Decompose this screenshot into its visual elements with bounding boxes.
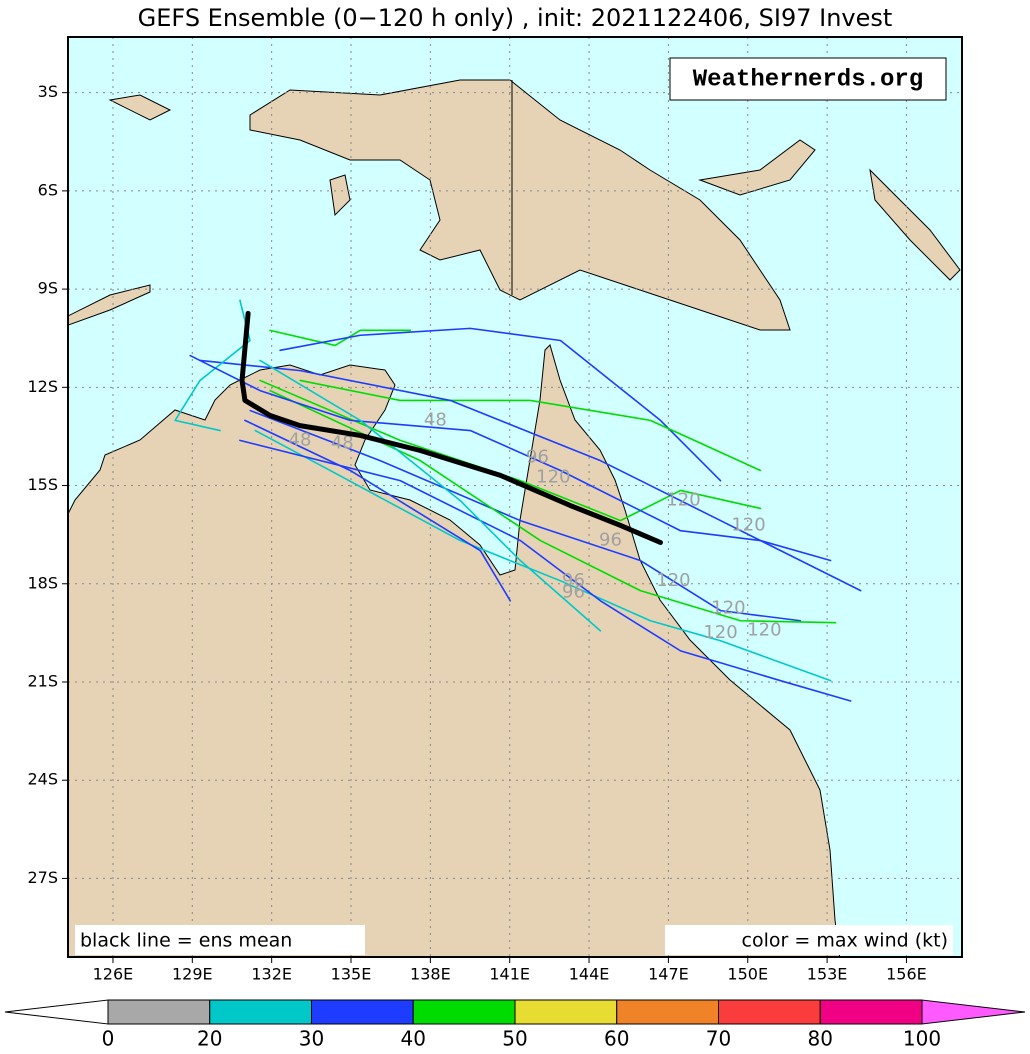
- lead-time-label: 120: [656, 570, 690, 591]
- australia: [68, 344, 841, 957]
- note-box: [665, 925, 953, 955]
- x-tick-label: 129E: [172, 965, 213, 984]
- note-left: black line = ens mean: [80, 930, 292, 952]
- lead-time-label: 96: [526, 446, 549, 467]
- x-tick-label: 132E: [251, 965, 292, 984]
- colorbar-label: 80: [808, 1027, 833, 1051]
- colorbar-label: 70: [706, 1027, 731, 1051]
- land: [68, 79, 961, 957]
- colorbar-label: 100: [903, 1027, 941, 1051]
- watermark: Weathernerds.org: [693, 66, 923, 93]
- colorbar-segment: [514, 999, 618, 1025]
- note-right: color = max wind (kt): [742, 930, 948, 952]
- island: [869, 168, 961, 281]
- new-guinea: [249, 79, 791, 331]
- lead-time-label: 120: [711, 598, 745, 619]
- colorbar-segment: [718, 999, 821, 1025]
- frame: [67, 36, 963, 958]
- y-tick-label: 21S: [27, 671, 58, 690]
- colorbar-under: [4, 999, 109, 1025]
- x-tick-label: 147E: [648, 965, 689, 984]
- ensemble-track: [279, 327, 722, 482]
- ensemble-track: [259, 359, 602, 632]
- lead-time-label: 120: [666, 490, 700, 511]
- ensemble-track: [299, 379, 762, 472]
- lead-time-label: 120: [703, 622, 737, 643]
- lead-time-label: 48: [424, 409, 447, 430]
- note-box: [75, 925, 365, 955]
- lead-time-label: 48: [289, 429, 312, 450]
- y-tick-label: 12S: [27, 377, 58, 396]
- timor: [68, 284, 151, 326]
- colorbar-segment: [412, 999, 516, 1025]
- grid: [62, 37, 962, 963]
- colorbar-segment: [209, 999, 312, 1025]
- lead-time-label: 96: [562, 570, 585, 591]
- lead-time-label: 120: [731, 514, 765, 535]
- lead-time-label: 120: [536, 467, 570, 488]
- colorbar-label: 50: [502, 1027, 527, 1051]
- ensemble-track: [189, 354, 832, 562]
- island: [108, 94, 172, 121]
- colorbar-label: 30: [299, 1027, 324, 1051]
- colorbar-over: [921, 999, 1026, 1025]
- lead-time-label: 96: [562, 582, 585, 603]
- colorbar-label: 60: [604, 1027, 629, 1051]
- ensemble-track: [239, 439, 852, 702]
- island: [698, 139, 816, 196]
- colorbar-segment: [107, 999, 211, 1025]
- colorbar: 0 20 30 40 50 60 70 80 100: [4, 999, 1026, 1051]
- colorbar-label: 20: [197, 1027, 222, 1051]
- colorbar-segment: [819, 999, 923, 1025]
- y-tick-label: 6S: [38, 180, 58, 199]
- x-tick-label: 150E: [727, 965, 768, 984]
- colorbar-segment: [616, 999, 719, 1025]
- y-tick-label: 15S: [27, 475, 58, 494]
- y-tick-label: 24S: [27, 770, 58, 789]
- y-tick-label: 3S: [38, 82, 58, 101]
- mean-track: [239, 310, 663, 546]
- lead-time-label: 96: [599, 530, 622, 551]
- island: [329, 174, 351, 217]
- lead-time-label: 120: [747, 620, 781, 641]
- x-tick-label: 156E: [886, 965, 927, 984]
- ensemble-track: [199, 359, 862, 592]
- y-tick-label: 27S: [27, 868, 58, 887]
- x-tick-label: 126E: [93, 965, 134, 984]
- ensemble-track: [249, 409, 802, 622]
- x-tick-label: 135E: [331, 965, 372, 984]
- ensemble-track: [244, 419, 512, 602]
- colorbar-label: 40: [401, 1027, 426, 1051]
- x-tick-label: 141E: [489, 965, 530, 984]
- lead-time-label: 48: [331, 433, 354, 454]
- colorbar-segment: [311, 999, 414, 1025]
- x-tick-label: 138E: [410, 965, 451, 984]
- ensemble-track: [259, 379, 762, 522]
- chart-title: GEFS Ensemble (0−120 h only) , init: 202…: [138, 4, 893, 32]
- y-tick-label: 18S: [27, 573, 58, 592]
- colorbar-label: 0: [102, 1027, 115, 1051]
- y-tick-label: 9S: [38, 279, 58, 298]
- ensemble-track: [254, 429, 832, 682]
- watermark-box: [669, 57, 947, 101]
- x-tick-label: 153E: [807, 965, 848, 984]
- x-tick-label: 144E: [569, 965, 610, 984]
